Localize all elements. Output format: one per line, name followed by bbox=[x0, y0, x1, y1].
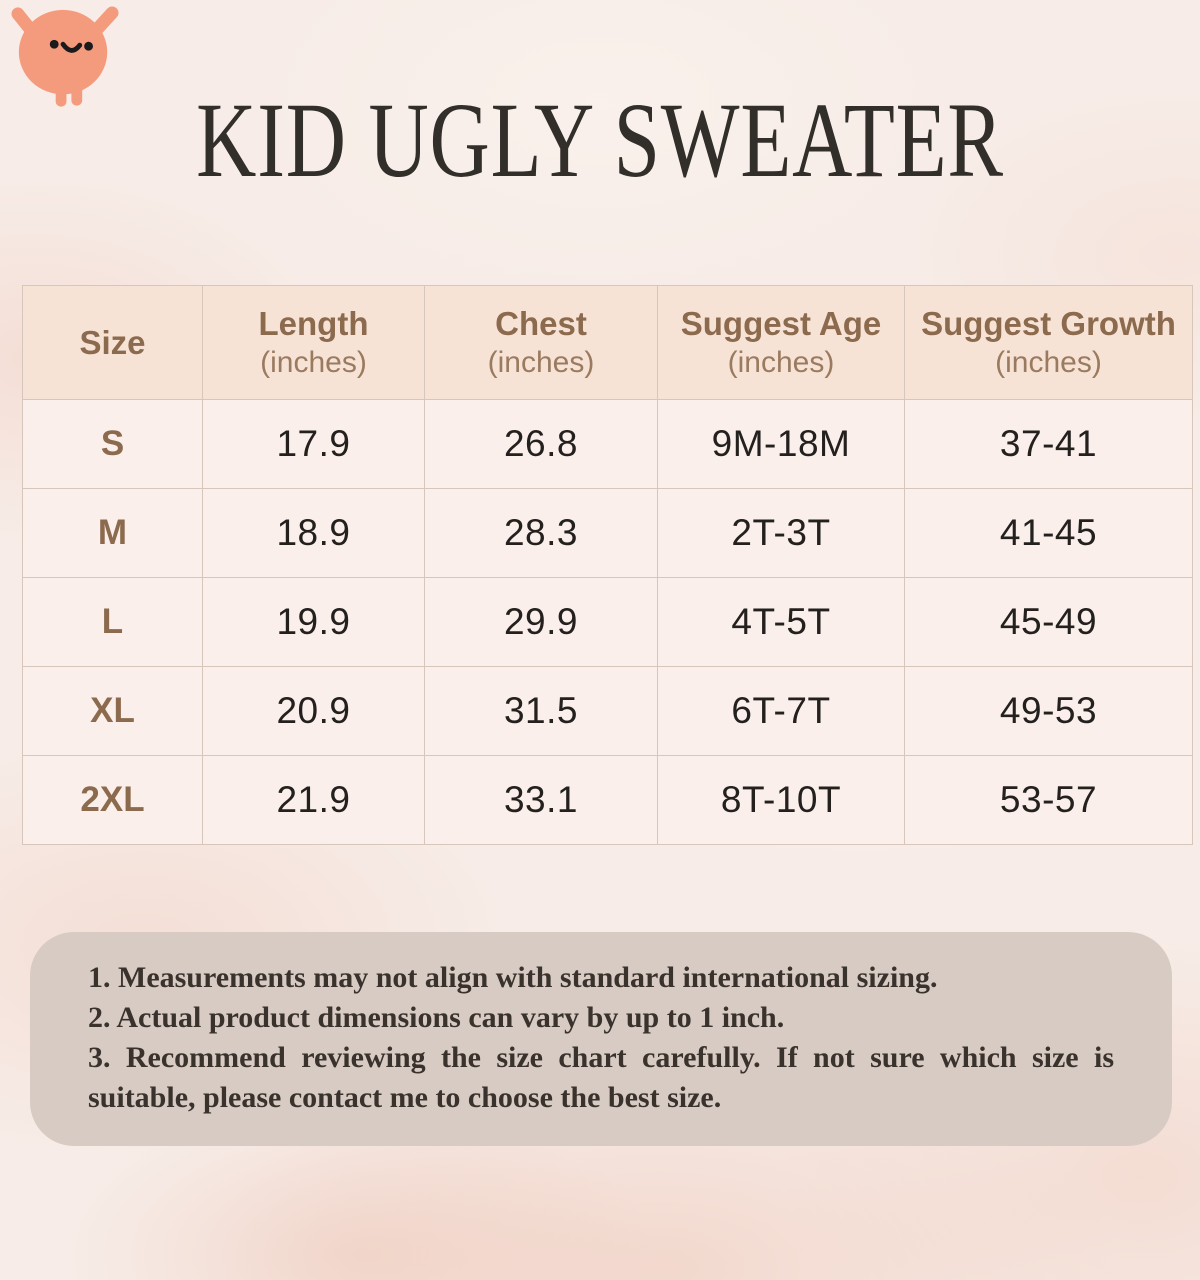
chest-cell: 28.3 bbox=[424, 488, 658, 578]
header-sub: (inches) bbox=[727, 346, 835, 380]
size-cell: L bbox=[22, 577, 203, 667]
chest-cell: 31.5 bbox=[424, 666, 658, 756]
header-label: Suggest Age bbox=[680, 305, 882, 343]
age-cell: 4T-5T bbox=[657, 577, 905, 667]
length-cell: 20.9 bbox=[202, 666, 425, 756]
note-line: 3. Recommend reviewing the size chart ca… bbox=[88, 1041, 1114, 1114]
smiling-blob-mascot-icon bbox=[11, 6, 119, 107]
column-header-length: Length (inches) bbox=[202, 285, 425, 400]
length-cell: 18.9 bbox=[202, 488, 425, 578]
chest-cell: 33.1 bbox=[424, 755, 658, 845]
length-cell: 21.9 bbox=[202, 755, 425, 845]
note-line: 1. Measurements may not align with stand… bbox=[88, 961, 938, 994]
table-header-row: Size Length (inches) Chest (inches) Sugg… bbox=[22, 285, 1193, 400]
header-label: Size bbox=[79, 323, 146, 361]
note-line: 2. Actual product dimensions can vary by… bbox=[88, 1001, 785, 1034]
growth-cell: 45-49 bbox=[904, 577, 1193, 667]
length-cell: 19.9 bbox=[202, 577, 425, 667]
header-label: Length bbox=[258, 305, 369, 343]
length-cell: 17.9 bbox=[202, 399, 425, 489]
age-cell: 2T-3T bbox=[657, 488, 905, 578]
page-title: KID UGLY SWEATER bbox=[196, 82, 1004, 200]
growth-cell: 41-45 bbox=[904, 488, 1193, 578]
age-cell: 6T-7T bbox=[657, 666, 905, 756]
table-row-s: S 17.9 26.8 9M-18M 37-41 bbox=[22, 399, 1193, 489]
size-cell: M bbox=[22, 488, 203, 578]
header-sub: (inches) bbox=[995, 346, 1102, 380]
header-sub: (inches) bbox=[487, 346, 595, 380]
size-chart-table: Size Length (inches) Chest (inches) Sugg… bbox=[22, 285, 1193, 845]
notes-box: 1. Measurements may not align with stand… bbox=[30, 932, 1172, 1146]
column-header-size: Size bbox=[22, 285, 203, 400]
age-cell: 8T-10T bbox=[657, 755, 905, 845]
age-cell: 9M-18M bbox=[657, 399, 905, 489]
column-header-suggest-age: Suggest Age (inches) bbox=[657, 285, 905, 400]
header-sub: (inches) bbox=[260, 346, 367, 380]
size-cell: 2XL bbox=[22, 755, 203, 845]
header-label: Suggest Growth bbox=[921, 305, 1176, 343]
size-cell: S bbox=[22, 399, 203, 489]
table-row-l: L 19.9 29.9 4T-5T 45-49 bbox=[22, 577, 1193, 667]
column-header-suggest-growth: Suggest Growth (inches) bbox=[904, 285, 1193, 400]
table-row-2xl: 2XL 21.9 33.1 8T-10T 53-57 bbox=[22, 755, 1193, 845]
table-row-xl: XL 20.9 31.5 6T-7T 49-53 bbox=[22, 666, 1193, 756]
growth-cell: 53-57 bbox=[904, 755, 1193, 845]
growth-cell: 37-41 bbox=[904, 399, 1193, 489]
table-row-m: M 18.9 28.3 2T-3T 41-45 bbox=[22, 488, 1193, 578]
growth-cell: 49-53 bbox=[904, 666, 1193, 756]
chest-cell: 26.8 bbox=[424, 399, 658, 489]
header-label: Chest bbox=[495, 305, 587, 343]
chest-cell: 29.9 bbox=[424, 577, 658, 667]
column-header-chest: Chest (inches) bbox=[424, 285, 658, 400]
size-cell: XL bbox=[22, 666, 203, 756]
